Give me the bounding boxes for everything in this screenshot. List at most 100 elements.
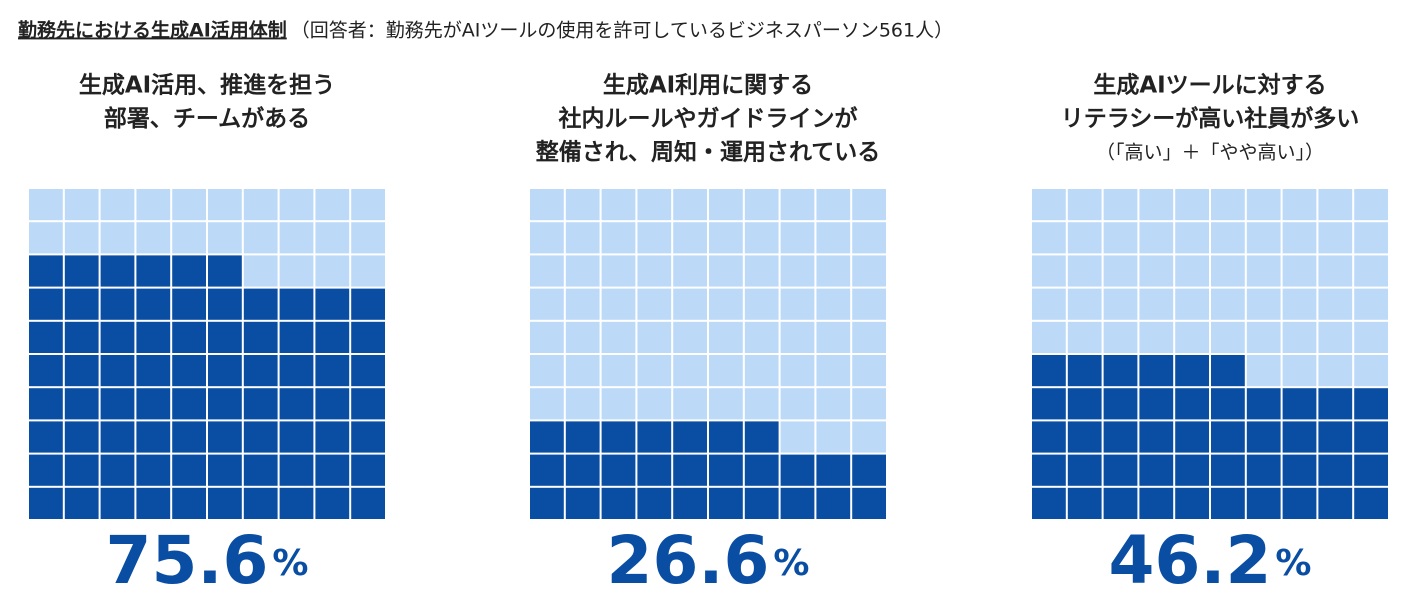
waffle-cell: [637, 421, 672, 453]
waffle-cell: [709, 288, 743, 320]
value-number: 75.6: [106, 522, 269, 599]
waffle-cell: [1103, 454, 1138, 486]
waffle-cell: [1139, 388, 1174, 420]
waffle-cell: [208, 189, 242, 221]
waffle-cell: [1211, 355, 1245, 387]
waffle-cell: [744, 454, 779, 486]
waffle-cell: [279, 421, 314, 453]
waffle-cell: [565, 189, 600, 221]
waffle-cell: [208, 222, 242, 254]
waffle-cell: [530, 355, 564, 387]
waffle-cell: [637, 355, 672, 387]
waffle-cell: [351, 288, 385, 320]
waffle-cell: [351, 189, 385, 221]
waffle-cell: [601, 388, 636, 420]
waffle-cell: [1175, 355, 1209, 387]
waffle-cell: [1211, 189, 1245, 221]
waffle-cell: [780, 355, 815, 387]
waffle-cell: [1211, 288, 1245, 320]
waffle-cell: [673, 288, 707, 320]
waffle-cell: [100, 321, 135, 353]
waffle-cell: [601, 355, 636, 387]
waffle-cell: [601, 222, 636, 254]
waffle-cell: [1067, 255, 1102, 287]
waffle-cell: [530, 288, 564, 320]
waffle-cell: [172, 487, 206, 519]
waffle-cell: [780, 487, 815, 519]
waffle-cell: [673, 487, 707, 519]
waffle-cell: [100, 454, 135, 486]
waffle-cell: [1067, 355, 1102, 387]
waffle-cell: [64, 454, 99, 486]
waffle-cell: [243, 454, 278, 486]
waffle-cell: [29, 222, 63, 254]
waffle-cell: [1354, 487, 1388, 519]
waffle-cell: [1067, 421, 1102, 453]
waffle-cell: [709, 355, 743, 387]
waffle-cell: [29, 189, 63, 221]
waffle-cell: [351, 421, 385, 453]
waffle-cell: [565, 487, 600, 519]
waffle-cell: [637, 255, 672, 287]
waffle-cell: [136, 454, 171, 486]
waffle-cell: [1139, 454, 1174, 486]
waffle-cell: [1175, 255, 1209, 287]
waffle-cell: [315, 355, 350, 387]
value-unit: %: [1275, 543, 1311, 584]
waffle-cell: [816, 222, 851, 254]
waffle-cell: [100, 288, 135, 320]
waffle-cell: [208, 454, 242, 486]
waffle-cell: [852, 487, 886, 519]
waffle-cell: [1211, 255, 1245, 287]
panel-title: 生成AI利用に関する: [603, 73, 813, 99]
waffle-cell: [1318, 454, 1353, 486]
waffle-cell: [29, 454, 63, 486]
waffle-cell: [1032, 487, 1066, 519]
waffle-cell: [601, 454, 636, 486]
waffle-cell: [1354, 255, 1388, 287]
waffle-cell: [852, 321, 886, 353]
waffle-cell: [565, 288, 600, 320]
waffle-cell: [1318, 421, 1353, 453]
waffle-cell: [816, 388, 851, 420]
waffle-cell: [172, 222, 206, 254]
waffle-cell: [1032, 454, 1066, 486]
chart-subtitle: （回答者：勤務先がAIツールの使用を許可しているビジネスパーソン561人）: [291, 20, 953, 42]
panel-title: 社内ルールやガイドラインが: [559, 105, 858, 132]
waffle-cell: [601, 288, 636, 320]
waffle-cell: [1032, 288, 1066, 320]
waffle-cell: [709, 388, 743, 420]
waffle-cell: [1246, 288, 1281, 320]
waffle-cell: [315, 454, 350, 486]
waffle-cell: [780, 189, 815, 221]
waffle-cell: [29, 321, 63, 353]
waffle-cell: [279, 222, 314, 254]
waffle-cell: [601, 421, 636, 453]
waffle-cell: [637, 487, 672, 519]
waffle-cell: [1139, 421, 1174, 453]
waffle-cell: [1103, 222, 1138, 254]
waffle-cell: [279, 355, 314, 387]
waffle-cell: [1032, 321, 1066, 353]
waffle-cell: [673, 255, 707, 287]
waffle-cell: [1175, 288, 1209, 320]
waffle-cell: [1103, 421, 1138, 453]
waffle-cell: [565, 222, 600, 254]
waffle-cell: [816, 487, 851, 519]
waffle-cell: [816, 421, 851, 453]
waffle-cell: [852, 222, 886, 254]
waffle-cell: [1318, 222, 1353, 254]
waffle-cell: [637, 388, 672, 420]
waffle-cell: [673, 454, 707, 486]
waffle-cell: [172, 421, 206, 453]
waffle-cell: [136, 222, 171, 254]
waffle-cell: [1032, 255, 1066, 287]
waffle-cell: [1211, 454, 1245, 486]
waffle-cell: [530, 189, 564, 221]
waffle-cell: [565, 255, 600, 287]
waffle-cell: [530, 454, 564, 486]
waffle-cell: [1318, 487, 1353, 519]
waffle-cell: [1282, 255, 1317, 287]
waffle-cell: [315, 288, 350, 320]
waffle-cell: [136, 255, 171, 287]
